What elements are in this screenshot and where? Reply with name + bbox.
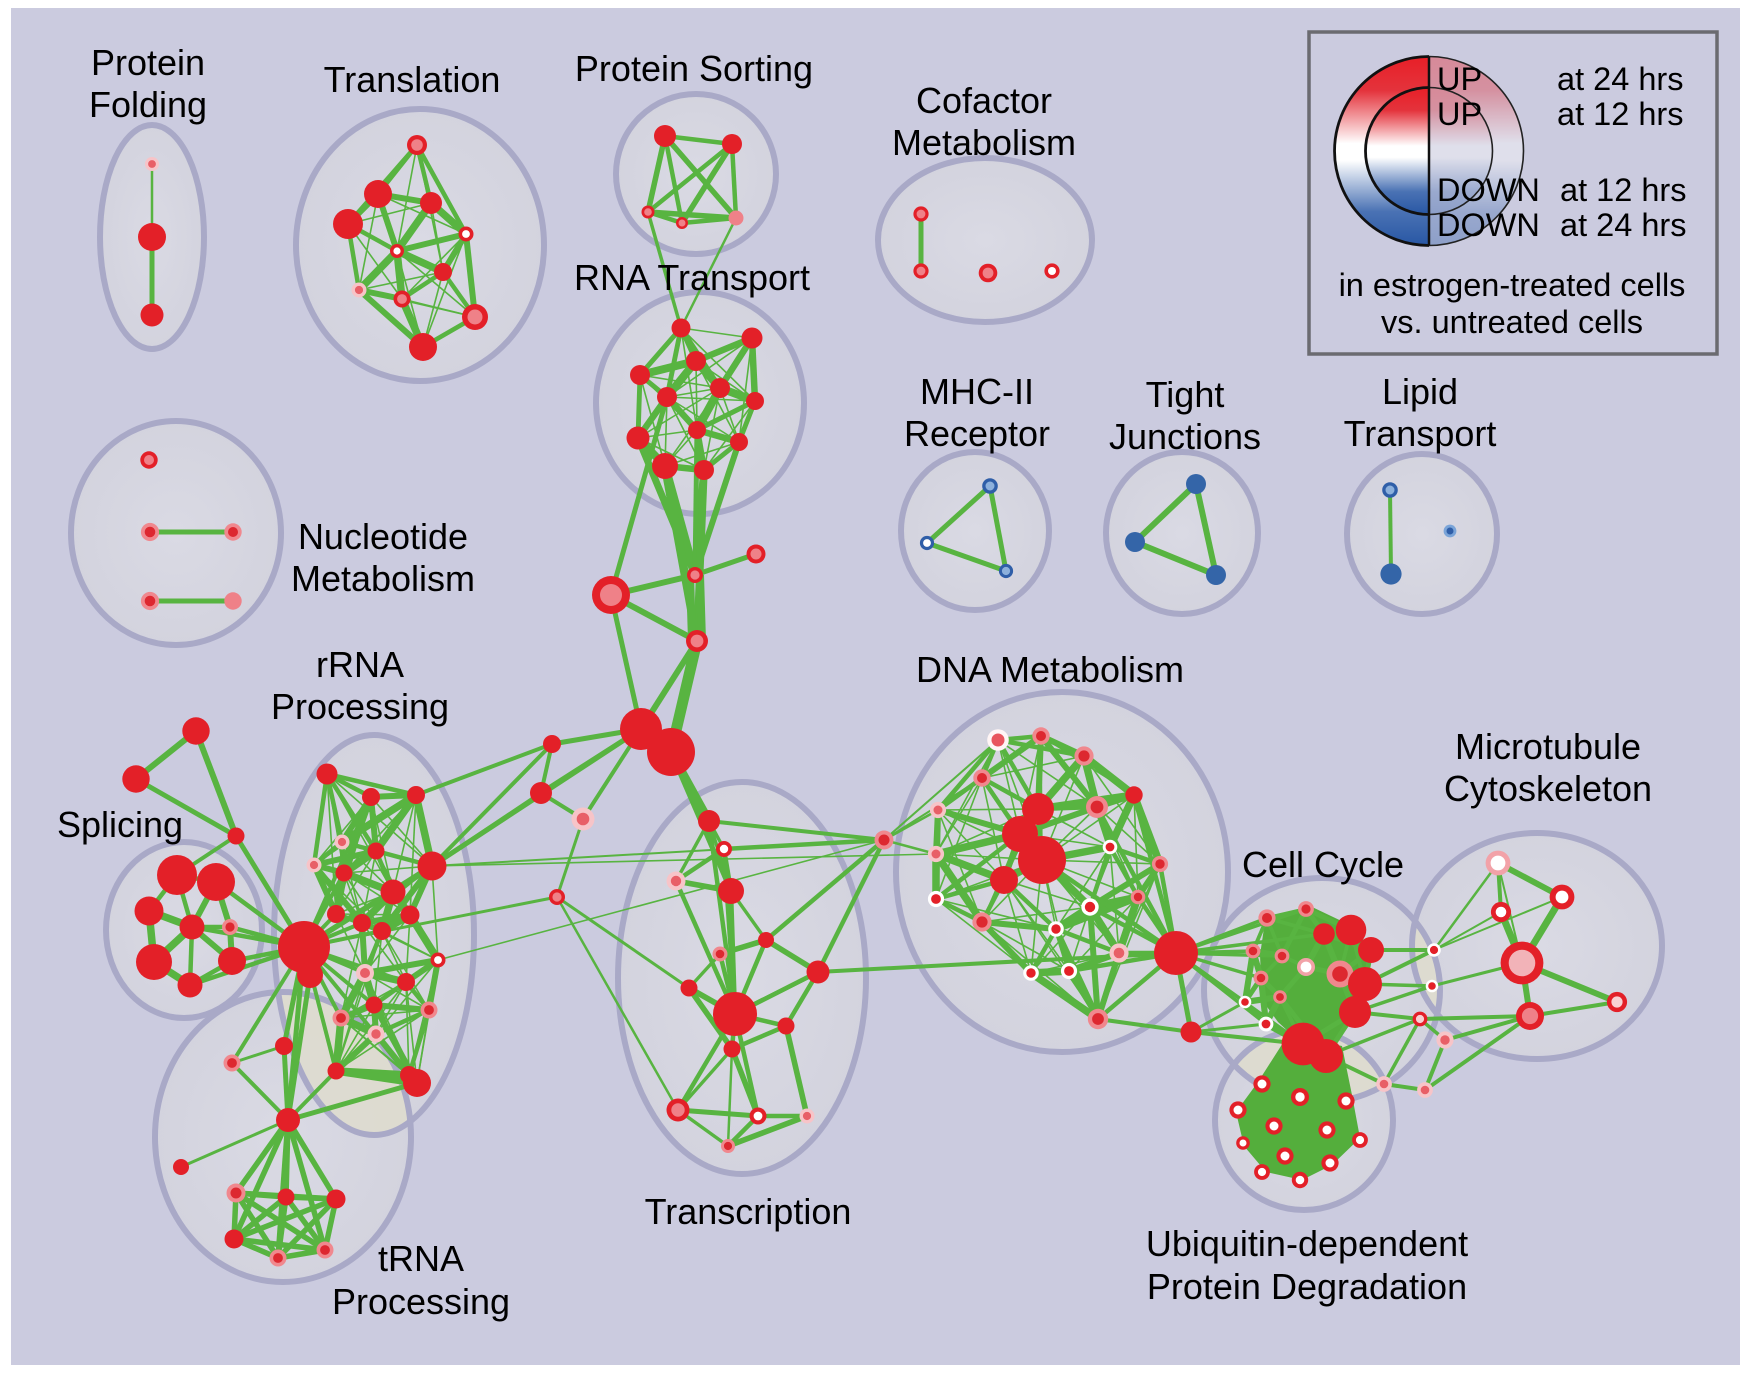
svg-text:Translation: Translation [324, 59, 501, 100]
svg-text:Transcription: Transcription [645, 1191, 852, 1232]
svg-text:UP: UP [1437, 96, 1482, 132]
svg-text:vs. untreated cells: vs. untreated cells [1381, 304, 1643, 340]
svg-text:Junctions: Junctions [1109, 416, 1261, 457]
svg-text:Metabolism: Metabolism [892, 122, 1076, 163]
svg-text:UP: UP [1437, 61, 1482, 97]
svg-text:in estrogen-treated cells: in estrogen-treated cells [1339, 267, 1686, 303]
svg-text:Cell Cycle: Cell Cycle [1242, 844, 1404, 885]
svg-text:Metabolism: Metabolism [291, 558, 475, 599]
svg-text:Nucleotide: Nucleotide [298, 516, 468, 557]
svg-text:at 24 hrs: at 24 hrs [1560, 207, 1686, 243]
svg-text:at 24 hrs: at 24 hrs [1557, 61, 1683, 97]
svg-text:at 12 hrs: at 12 hrs [1560, 172, 1686, 208]
svg-text:Cytoskeleton: Cytoskeleton [1444, 768, 1652, 809]
svg-text:Lipid: Lipid [1382, 371, 1458, 412]
svg-text:DOWN: DOWN [1437, 172, 1540, 208]
svg-text:Ubiquitin-dependent: Ubiquitin-dependent [1146, 1223, 1468, 1264]
svg-text:Transport: Transport [1344, 413, 1497, 454]
svg-text:Processing: Processing [271, 686, 449, 727]
svg-text:MHC-II: MHC-II [920, 371, 1034, 412]
svg-text:Receptor: Receptor [904, 413, 1050, 454]
svg-text:rRNA: rRNA [316, 644, 404, 685]
svg-text:Protein Sorting: Protein Sorting [575, 48, 813, 89]
svg-text:Splicing: Splicing [57, 804, 183, 845]
svg-text:Microtubule: Microtubule [1455, 726, 1641, 767]
svg-text:Processing: Processing [332, 1281, 510, 1322]
svg-text:at 12 hrs: at 12 hrs [1557, 96, 1683, 132]
svg-text:Protein Degradation: Protein Degradation [1147, 1266, 1467, 1307]
svg-text:RNA Transport: RNA Transport [574, 257, 810, 298]
svg-text:Folding: Folding [89, 84, 207, 125]
svg-text:DOWN: DOWN [1437, 207, 1540, 243]
svg-text:Cofactor: Cofactor [916, 80, 1052, 121]
svg-text:tRNA: tRNA [378, 1238, 464, 1279]
svg-text:DNA Metabolism: DNA Metabolism [916, 649, 1184, 690]
svg-text:Tight: Tight [1146, 374, 1225, 415]
svg-text:Protein: Protein [91, 42, 205, 83]
